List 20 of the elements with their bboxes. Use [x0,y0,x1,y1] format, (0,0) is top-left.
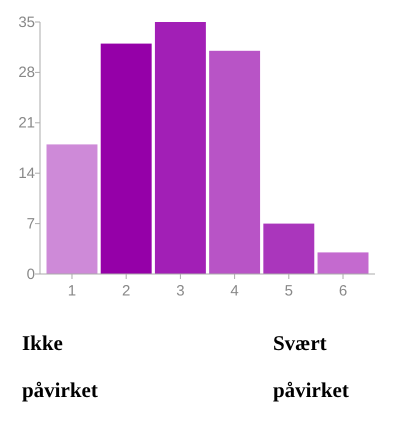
x-tick-label: 6 [338,282,348,300]
y-tick-label: 7 [26,215,35,232]
bar [263,224,314,274]
y-tick-label: 21 [18,114,35,132]
y-tick-label: 28 [18,64,35,82]
x-tick-label: 4 [230,282,239,300]
y-tick-label: 0 [26,266,35,283]
bar [100,44,152,274]
x-tick-label: 2 [122,282,130,300]
bar [318,252,368,274]
bar [46,144,98,274]
text: Ikke påvirket [22,331,98,402]
y-tick-label: 35 [18,14,35,31]
bar [209,50,260,274]
bar [154,22,206,274]
y-tick-label: 14 [18,165,35,182]
x-tick-label: 5 [284,282,293,300]
x-tick-label: 1 [68,282,76,300]
x-tick-label: 3 [176,282,185,300]
text: Svært påvirket [273,331,349,402]
